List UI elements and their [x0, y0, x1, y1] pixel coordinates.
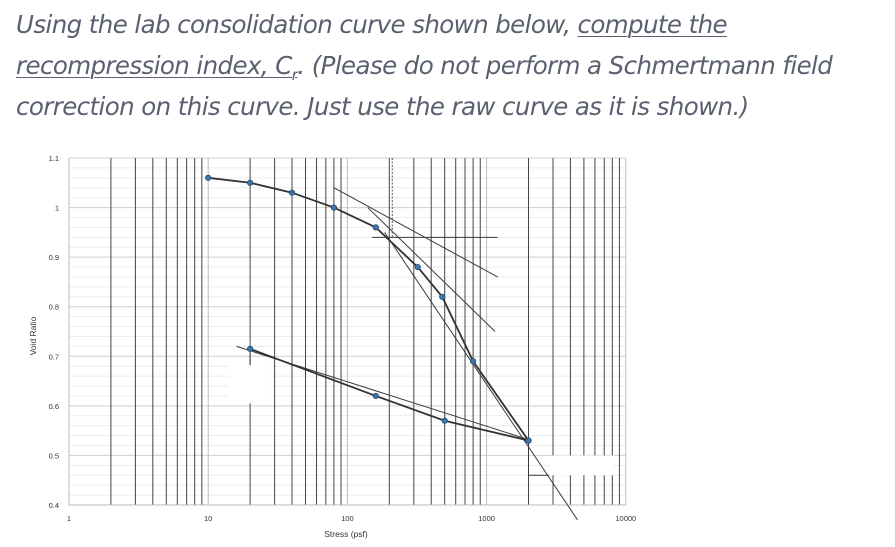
question-part1: Using the lab consolidation curve shown … [16, 10, 578, 39]
question-text: Using the lab consolidation curve shown … [16, 4, 888, 127]
recompression-subscript: r [291, 65, 298, 84]
construction-line [367, 207, 496, 332]
x-axis-label: Stress (psf) [324, 529, 368, 539]
question-highlight: compute the recompression index, Cr [16, 10, 728, 82]
data-point [247, 345, 254, 352]
data-point [441, 417, 448, 424]
construction-lines [236, 158, 578, 521]
construction-line [384, 232, 578, 521]
y-tick-label: 0.8 [49, 303, 59, 312]
construction-line [333, 187, 498, 278]
x-tick-label: 10 [204, 514, 212, 523]
data-point [439, 293, 446, 300]
label-patches [228, 365, 614, 476]
chart-grid [68, 157, 627, 506]
data-point [414, 263, 421, 271]
x-tick-label: 100 [341, 514, 354, 523]
data-point [372, 392, 379, 400]
y-tick-label: 0.9 [49, 253, 59, 262]
x-tick-label: 1 [67, 514, 71, 523]
x-tick-label: 1000 [478, 514, 495, 523]
question-part2: compute the recompression index, C [16, 10, 728, 80]
chart-axes: 1 10 100 1000 10000 0.4 0.5 0.6 0.7 0.8 0.9 1 1.1 [49, 154, 637, 523]
white-patch [228, 365, 271, 404]
y-tick-label: 0.7 [49, 352, 59, 361]
data-point [288, 189, 296, 196]
y-tick-label: 1 [55, 204, 59, 213]
data-point [372, 224, 379, 231]
x-tick-label: 10000 [615, 514, 636, 523]
white-patch [550, 455, 614, 476]
data-point [470, 358, 477, 365]
data-point [525, 437, 532, 444]
data-point [247, 179, 254, 186]
question-part3: . (Please do not perform a Schmertmann f… [16, 51, 833, 121]
y-axis-label: Void Ratio [28, 316, 38, 355]
y-tick-label: 1.1 [49, 154, 59, 163]
data-point [205, 174, 212, 181]
series-line [249, 348, 529, 442]
y-tick-label: 0.6 [49, 402, 59, 411]
data-series [205, 174, 532, 444]
y-tick-label: 0.4 [49, 501, 59, 510]
y-tick-label: 0.5 [49, 451, 59, 460]
data-point [330, 204, 338, 211]
